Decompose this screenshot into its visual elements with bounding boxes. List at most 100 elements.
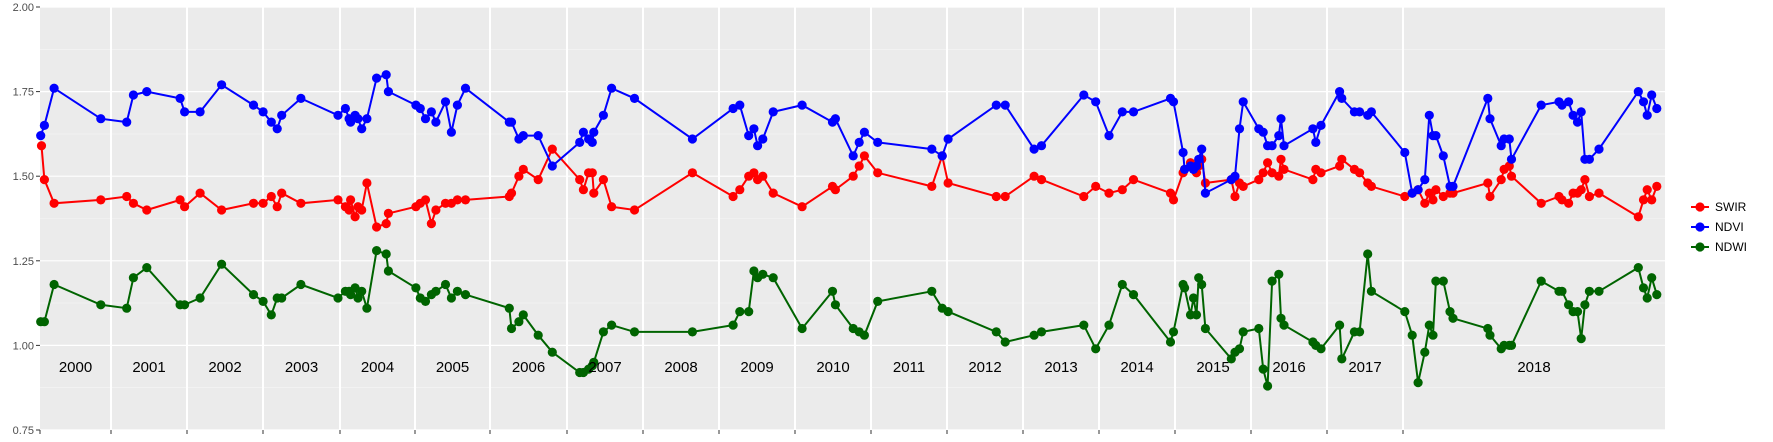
point-ndvi [1308, 124, 1318, 134]
year-dividers [110, 7, 1404, 430]
point-ndvi [1230, 171, 1240, 181]
point-ndwi [589, 357, 599, 367]
point-swir [1274, 171, 1284, 181]
point-ndvi [381, 70, 391, 80]
point-swir [296, 198, 306, 208]
point-ndvi [217, 80, 227, 90]
point-ndwi [1036, 327, 1047, 337]
point-ndvi [383, 87, 393, 97]
point-swir [372, 222, 382, 232]
point-ndwi [1234, 344, 1245, 354]
minor-gridlines [40, 48, 1665, 389]
point-swir [578, 185, 589, 195]
point-ndwi [518, 310, 528, 320]
point-swir [629, 205, 640, 215]
point-ndvi [1448, 181, 1458, 191]
point-ndvi [1276, 114, 1286, 124]
year-label: 2012 [968, 359, 1001, 376]
point-swir [749, 168, 759, 178]
point-swir [357, 205, 367, 215]
point-ndvi [96, 114, 106, 124]
point-swir [1104, 188, 1114, 198]
point-ndvi [1506, 154, 1517, 164]
point-ndwi [446, 293, 456, 303]
point-swir [768, 188, 778, 198]
point-swir [420, 195, 431, 205]
point-swir [607, 202, 617, 212]
point-swir [547, 144, 557, 154]
point-ndwi [1652, 290, 1662, 300]
point-ndwi [266, 310, 276, 320]
y-tick-label: 0.75 [13, 425, 34, 437]
legend-key-point-swir [1695, 202, 1705, 212]
point-ndwi [514, 317, 524, 327]
point-ndvi [859, 127, 870, 137]
point-ndvi [1194, 154, 1204, 164]
point-ndvi [1117, 107, 1127, 117]
point-ndvi [1568, 110, 1578, 120]
point-swir [195, 188, 205, 198]
point-ndvi [1200, 188, 1210, 198]
point-ndvi [687, 134, 698, 144]
year-label: 2003 [285, 359, 318, 376]
point-swir [1431, 185, 1441, 195]
point-swir [142, 205, 152, 215]
point-ndvi [1572, 117, 1583, 127]
year-label: 2000 [59, 359, 92, 376]
point-ndwi [1506, 340, 1517, 350]
point-ndwi [1254, 323, 1264, 334]
point-swir [217, 205, 227, 215]
point-ndvi [1483, 93, 1493, 103]
point-swir [1308, 175, 1318, 185]
point-ndvi [452, 100, 462, 110]
point-swir [991, 191, 1001, 202]
point-ndwi [1647, 273, 1657, 283]
point-ndwi [1424, 320, 1434, 330]
point-swir [1036, 175, 1047, 185]
year-label: 2002 [208, 359, 241, 376]
point-swir [1238, 181, 1248, 191]
point-swir [49, 198, 59, 208]
point-swir [1642, 185, 1652, 195]
point-swir [426, 219, 436, 229]
point-ndvi [340, 103, 350, 114]
point-swir [1647, 195, 1657, 205]
point-swir [383, 208, 393, 218]
point-ndvi [431, 117, 441, 127]
point-ndwi [122, 303, 132, 313]
point-ndwi [277, 293, 287, 303]
point-ndvi [1316, 120, 1326, 130]
point-swir [1263, 158, 1273, 168]
point-ndwi [758, 269, 768, 279]
point-ndvi [607, 83, 617, 93]
legend: SWIR NDVI NDWI [1691, 200, 1747, 254]
point-ndwi [1633, 263, 1643, 273]
point-ndwi [504, 303, 514, 313]
point-swir [533, 175, 543, 185]
point-swir [344, 205, 354, 215]
point-ndvi [768, 107, 778, 117]
point-ndvi [1279, 141, 1289, 151]
point-ndvi [346, 117, 356, 127]
point-ndvi [1400, 147, 1410, 158]
point-swir [575, 175, 585, 185]
point-ndwi [440, 279, 451, 290]
point-ndvi [587, 137, 597, 147]
point-swir [687, 168, 698, 178]
point-ndvi [128, 90, 138, 100]
point-ndwi [1200, 323, 1210, 334]
point-swir [333, 195, 343, 205]
year-label: 2007 [588, 359, 621, 376]
point-ndvi [333, 110, 343, 120]
point-ndvi [735, 100, 745, 110]
point-ndwi [39, 317, 50, 327]
point-swir [1400, 191, 1410, 202]
point-ndvi [1536, 100, 1546, 110]
point-ndwi [333, 293, 343, 303]
point-ndvi [1584, 154, 1594, 164]
point-ndvi [1234, 124, 1245, 134]
point-ndvi [372, 73, 382, 83]
point-ndvi [195, 107, 205, 117]
point-ndvi [49, 83, 59, 93]
